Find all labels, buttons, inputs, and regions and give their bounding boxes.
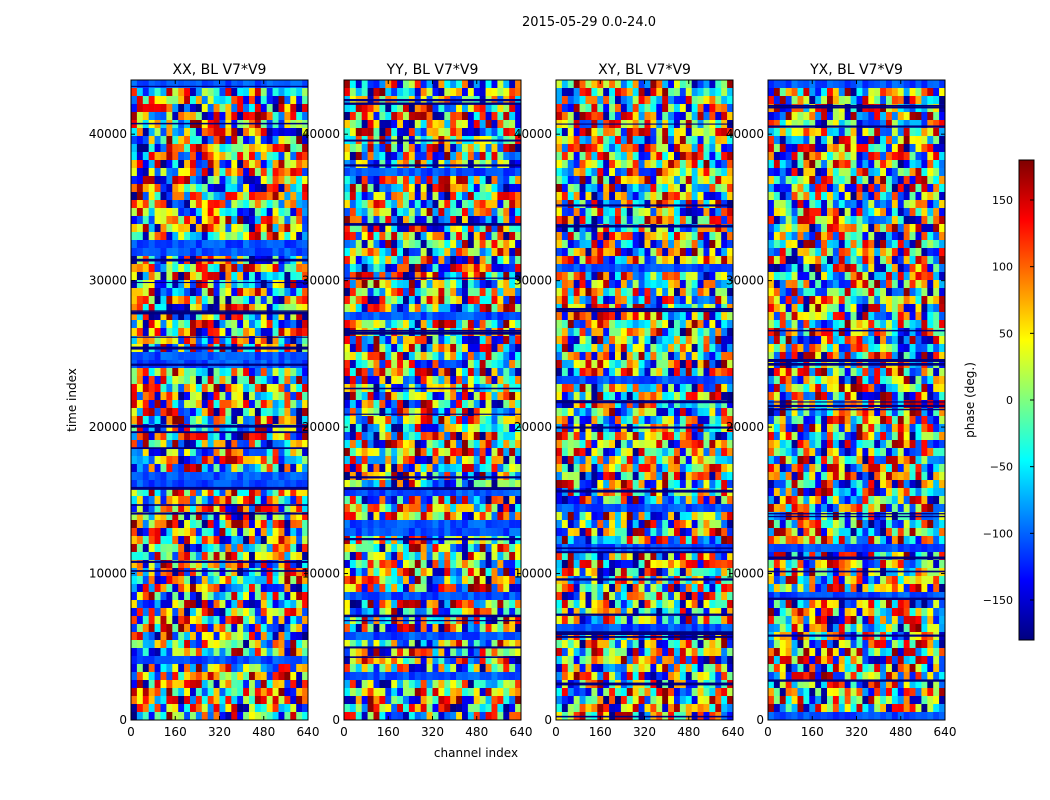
colorbar: −150 −100 −50 0 50 100 150 (983, 159, 1035, 641)
y-tick-label: 40000 (89, 127, 127, 141)
panel-2: YY, BL V7*V9 0 160 320 480 640 0 10000 20000 3000… (302, 62, 533, 739)
y-tick-label: 30000 (726, 274, 764, 288)
y-tick-label: 10000 (726, 567, 764, 581)
colorbar-tick-label: −150 (983, 594, 1013, 607)
x-tick-label: 0 (552, 725, 560, 739)
colorbar-label: phase (deg.) (963, 362, 977, 438)
x-tick-label: 160 (589, 725, 612, 739)
y-tick-label: 10000 (514, 567, 552, 581)
x-tick-label: 160 (801, 725, 824, 739)
panel-heatmap (131, 80, 309, 721)
panel-title: XY, BL V7*V9 (598, 62, 691, 78)
figure-title: 2015-05-29 0.0-24.0 (522, 15, 656, 30)
panel-heatmap (344, 80, 522, 721)
x-tick-label: 0 (764, 725, 772, 739)
y-tick-label: 20000 (89, 420, 127, 434)
y-tick-label: 20000 (302, 420, 340, 434)
y-tick-label: 10000 (89, 567, 127, 581)
x-tick-label: 160 (164, 725, 187, 739)
x-tick-label: 640 (722, 725, 745, 739)
y-tick-label: 20000 (726, 420, 764, 434)
y-tick-label: 40000 (302, 127, 340, 141)
x-tick-label: 480 (465, 725, 488, 739)
y-tick-label: 30000 (89, 274, 127, 288)
x-tick-label: 320 (633, 725, 656, 739)
x-tick-label: 640 (297, 725, 320, 739)
y-tick-label: 0 (119, 713, 127, 727)
x-tick-label: 0 (340, 725, 348, 739)
x-axis-label: channel index (434, 746, 518, 760)
y-axis-label: time index (65, 368, 79, 432)
panel-heatmap (556, 80, 734, 721)
panel-3: XY, BL V7*V9 0 160 320 480 640 0 10000 20000 3000… (514, 62, 745, 739)
y-tick-label: 0 (332, 713, 340, 727)
y-tick-label: 40000 (726, 127, 764, 141)
y-tick-label: 20000 (514, 420, 552, 434)
x-tick-label: 320 (845, 725, 868, 739)
y-tick-label: 0 (756, 713, 764, 727)
x-tick-label: 0 (127, 725, 135, 739)
colorbar-tick-label: 0 (1006, 394, 1013, 407)
x-tick-label: 320 (421, 725, 444, 739)
colorbar-tick-label: −100 (983, 527, 1013, 540)
colorbar-tick-label: 100 (992, 261, 1013, 274)
panel-title: YY, BL V7*V9 (386, 62, 479, 78)
panel-4: YX, BL V7*V9 0 160 320 480 640 0 10000 20000 3000… (726, 62, 957, 739)
y-tick-label: 30000 (302, 274, 340, 288)
x-tick-label: 480 (677, 725, 700, 739)
y-tick-label: 40000 (514, 127, 552, 141)
x-tick-label: 160 (377, 725, 400, 739)
colorbar-tick-label: −50 (990, 461, 1013, 474)
colorbar-tick-label: 150 (992, 194, 1013, 207)
x-tick-label: 480 (252, 725, 275, 739)
panel-title: XX, BL V7*V9 (173, 62, 267, 78)
x-tick-label: 640 (510, 725, 533, 739)
panel-1: XX, BL V7*V9 0 160 320 480 640 0 10000 20000 3000… (89, 62, 320, 739)
colorbar-tick-label: 50 (999, 327, 1013, 340)
y-tick-label: 30000 (514, 274, 552, 288)
x-tick-label: 480 (889, 725, 912, 739)
y-tick-label: 10000 (302, 567, 340, 581)
x-tick-label: 320 (208, 725, 231, 739)
panel-heatmap (768, 80, 946, 721)
x-tick-label: 640 (934, 725, 957, 739)
y-tick-label: 0 (544, 713, 552, 727)
panel-title: YX, BL V7*V9 (809, 62, 903, 78)
